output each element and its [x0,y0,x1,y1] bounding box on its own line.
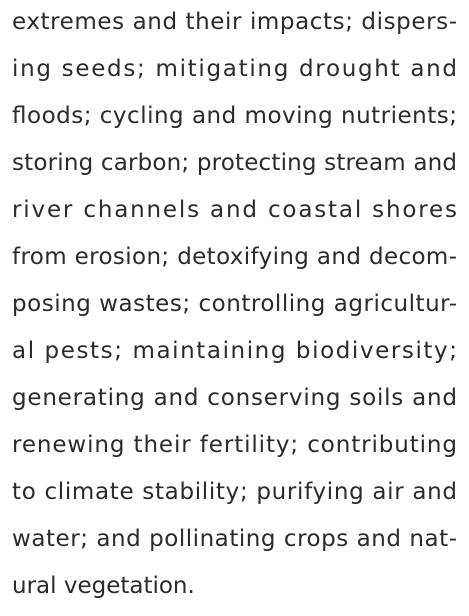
text-line: storing carbon; protecting stream and [12,150,457,176]
text-line: extremes and their impacts; dispers- [12,9,457,35]
text-line: from erosion; detoxifying and decom- [12,244,457,270]
text-line: generating and conserving soils and [12,385,457,411]
text-line: water; and pollinating crops and nat- [12,526,457,552]
text-line: floods; cycling and moving nutrients; [12,103,457,129]
text-line: ural vegetation. [12,573,195,599]
text-line: al pests; maintaining biodiversity; [12,338,457,364]
text-line: renewing their fertility; contributing [12,432,457,458]
text-line: posing wastes; controlling agricultur- [12,291,457,317]
text-line: ing seeds; mitigating drought and [12,56,457,82]
text-line: to climate stability; purifying air and [12,479,457,505]
text-line: river channels and coastal shores [12,197,457,223]
